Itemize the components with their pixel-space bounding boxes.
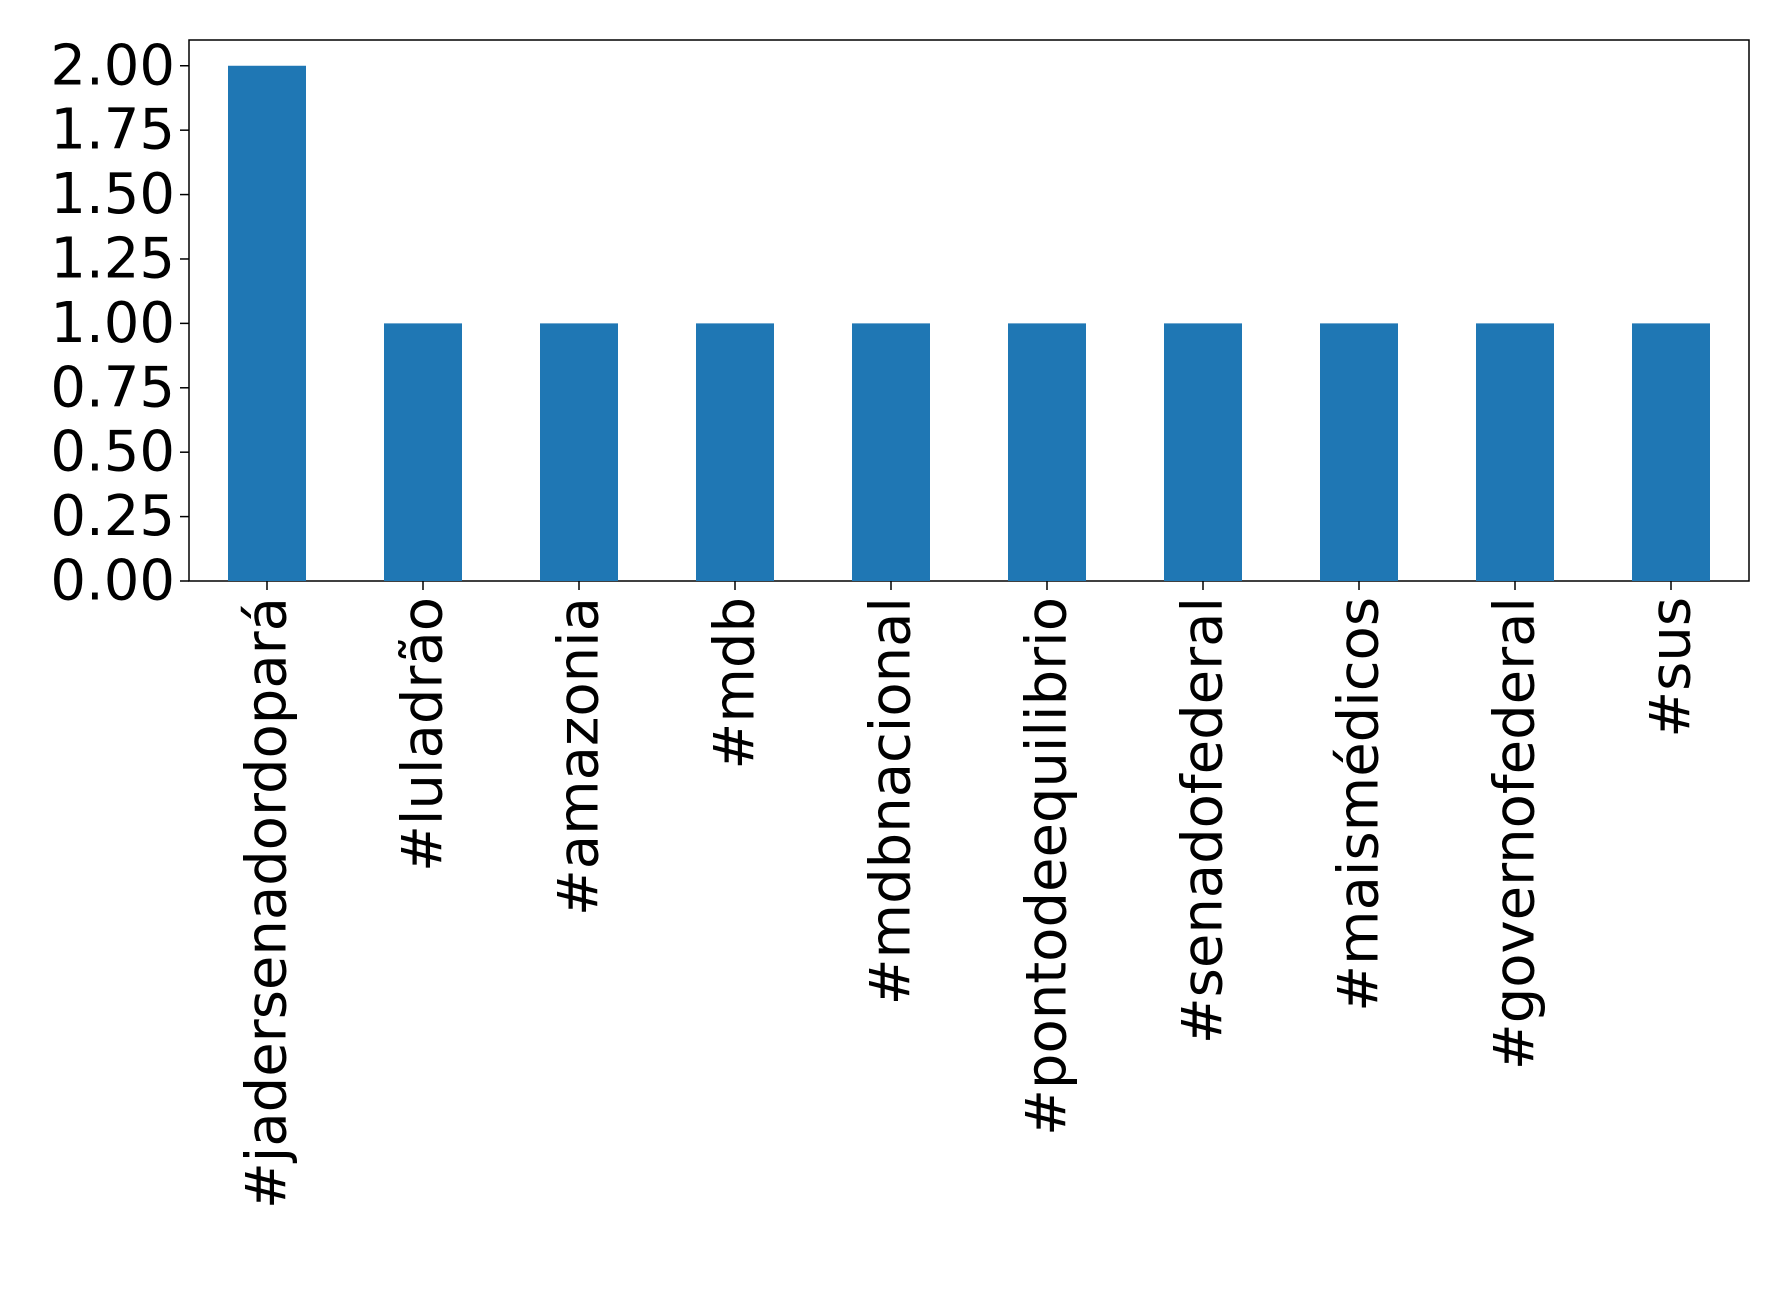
bar xyxy=(540,323,618,581)
y-tick-label: 0.50 xyxy=(50,420,175,485)
bar xyxy=(384,323,462,581)
y-tick-label: 1.75 xyxy=(50,98,175,163)
x-tick-label: #amazonia xyxy=(547,597,612,916)
x-tick-label: #sus xyxy=(1639,597,1704,738)
x-tick-label: #jadersenadordopará xyxy=(235,597,300,1209)
bar xyxy=(696,323,774,581)
y-tick-label: 0.75 xyxy=(50,355,175,420)
x-tick-label: #governofederal xyxy=(1483,597,1548,1070)
x-tick-label: #pontodeequilibrio xyxy=(1015,597,1080,1136)
bar xyxy=(1008,323,1086,581)
bar xyxy=(1632,323,1710,581)
bar xyxy=(852,323,930,581)
y-tick-label: 2.00 xyxy=(50,33,175,98)
x-tick-label: #mdbnacional xyxy=(859,597,924,1005)
x-tick-label: #mdb xyxy=(703,597,768,770)
axes-frame xyxy=(188,39,1750,582)
x-tick-label: #senadofederal xyxy=(1171,597,1236,1044)
bar xyxy=(1476,323,1554,581)
y-tick-label: 1.00 xyxy=(50,291,175,356)
y-tick-label: 1.25 xyxy=(50,226,175,291)
y-tick-label: 0.25 xyxy=(50,484,175,549)
x-tick-label: #luladrão xyxy=(391,597,456,872)
bar xyxy=(228,65,306,581)
y-tick-label: 0.00 xyxy=(50,549,175,614)
bar xyxy=(1164,323,1242,581)
bar xyxy=(1320,323,1398,581)
y-tick-label: 1.50 xyxy=(50,162,175,227)
x-tick-label: #maismédicos xyxy=(1327,597,1392,1012)
